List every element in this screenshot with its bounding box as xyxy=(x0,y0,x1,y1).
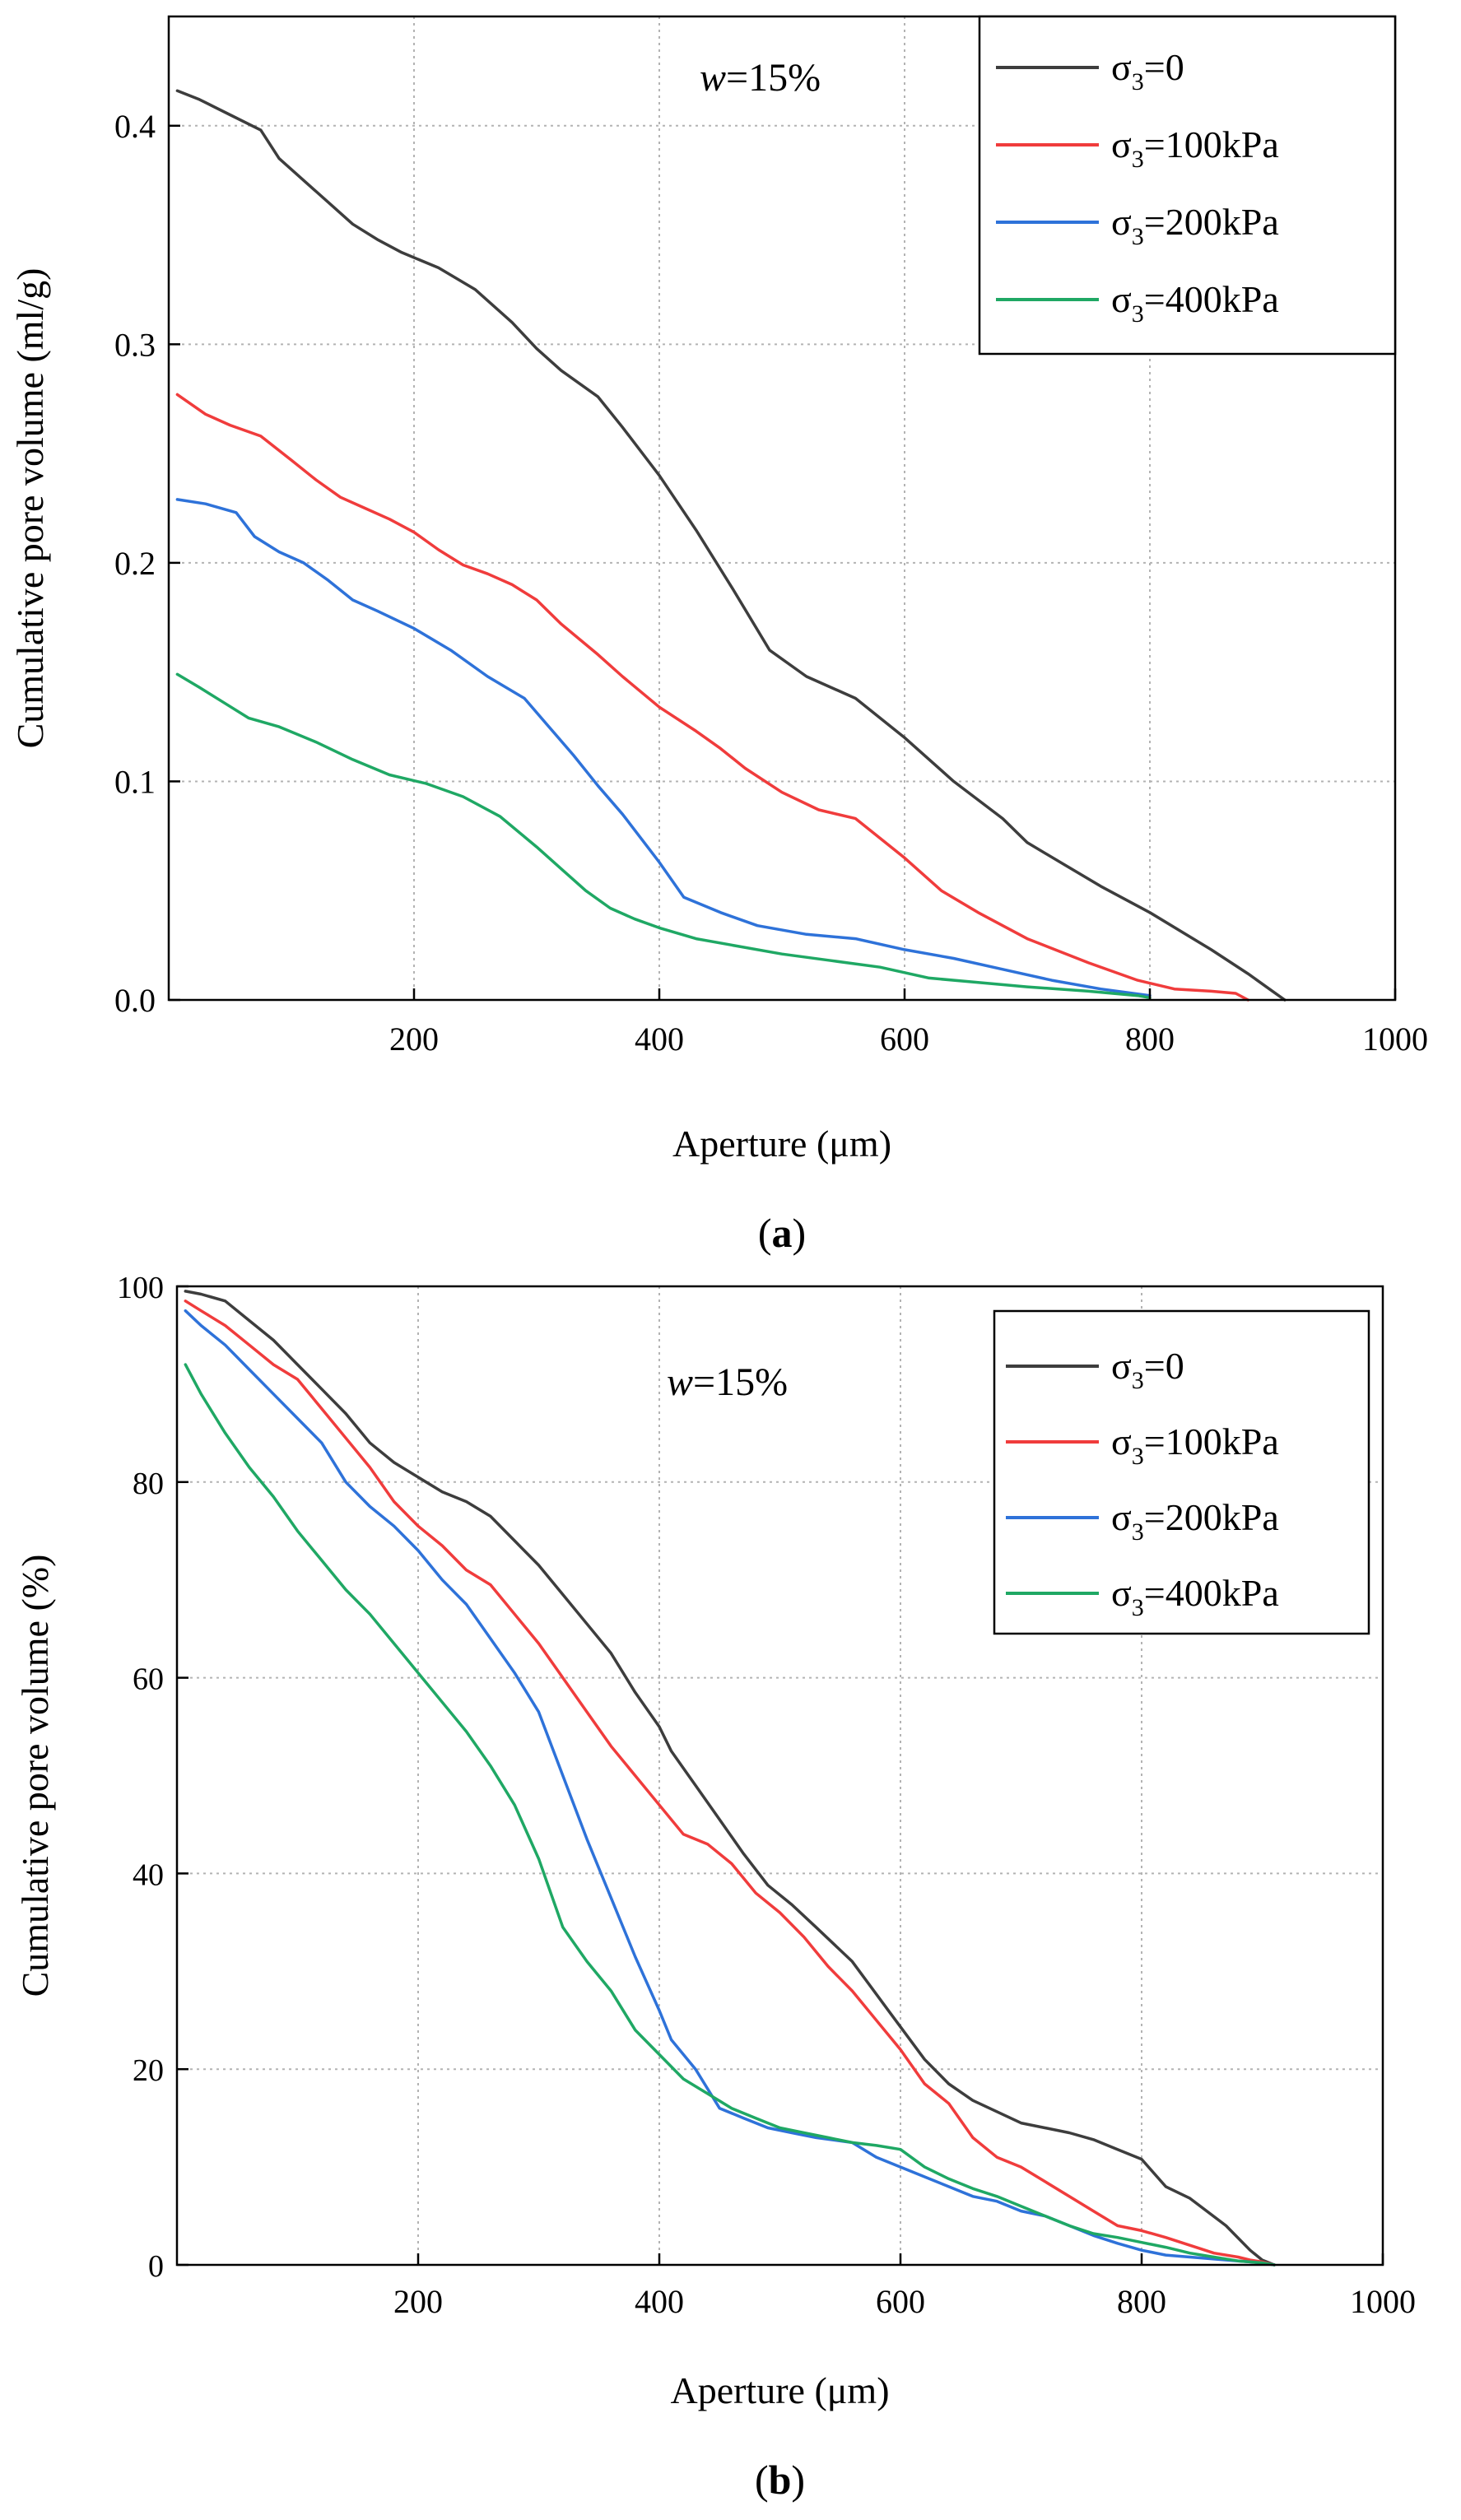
annotation-value: =15% xyxy=(693,1360,788,1404)
b-x-tick-label: 400 xyxy=(635,2283,684,2320)
panel-label-letter: b xyxy=(769,2457,792,2503)
b-y-tick-label: 0 xyxy=(148,2249,164,2284)
a-y-tick-label: 0.1 xyxy=(114,763,156,800)
b-moisture-annotation: w=15% xyxy=(667,1360,788,1404)
legend-subscript: 3 xyxy=(1132,1594,1144,1621)
a-plot-frame xyxy=(167,15,1397,1002)
legend-sigma: σ xyxy=(1111,1496,1132,1538)
legend-rest: =100kPa xyxy=(1144,123,1279,165)
b-x-tick-label: 200 xyxy=(393,2283,443,2320)
b-y-tick-label: 40 xyxy=(133,1857,164,1892)
legend-rest: =200kPa xyxy=(1144,201,1279,243)
legend-rest: =100kPa xyxy=(1144,1420,1279,1462)
panel-a-chart: 200 400 600 800 1000 0.0 0.1 0.2 0.3 0.4 Aperture … xyxy=(9,15,1428,1256)
b-x-tick-label: 1000 xyxy=(1350,2283,1416,2320)
a-series-line-s100 xyxy=(175,393,1249,1002)
a-legend-label-s200: σ3=200kPa xyxy=(1111,201,1279,250)
b-legend-label-s200: σ3=200kPa xyxy=(1111,1496,1279,1546)
a-y-tick-label: 0.0 xyxy=(114,982,156,1019)
a-legend-label-s400: σ3=400kPa xyxy=(1111,278,1279,328)
b-panel-label: (b) xyxy=(755,2457,805,2503)
legend-sigma: σ xyxy=(1111,123,1132,165)
panel-label-open: ( xyxy=(755,2457,769,2503)
legend-rest: =400kPa xyxy=(1144,278,1279,320)
legend-subscript: 3 xyxy=(1132,1367,1144,1394)
a-series-line-s200 xyxy=(175,498,1152,997)
legend-rest: =0 xyxy=(1144,1345,1184,1387)
a-series-line-s0 xyxy=(175,89,1287,1002)
a-y-tick-label: 0.2 xyxy=(114,545,156,582)
legend-subscript: 3 xyxy=(1132,1443,1144,1470)
b-x-axis-label: Aperture (μm) xyxy=(670,2369,889,2411)
b-x-tick-label: 800 xyxy=(1117,2283,1166,2320)
a-legend-box xyxy=(978,15,1397,356)
panel-label-close: ) xyxy=(793,1210,807,1256)
b-y-tick-label: 20 xyxy=(133,2053,164,2088)
annotation-value: =15% xyxy=(726,56,821,100)
a-x-tick-label: 800 xyxy=(1125,1021,1175,1058)
annotation-symbol: w xyxy=(667,1360,693,1404)
a-x-tick-label: 200 xyxy=(389,1021,439,1058)
a-legend-label-s0: σ3=0 xyxy=(1111,46,1184,95)
b-series-line-s200 xyxy=(184,1309,1276,2267)
panel-b-chart: 200 400 600 800 1000 0 20 40 60 80 100 Aperture (μm… xyxy=(14,1271,1416,2503)
legend-subscript: 3 xyxy=(1132,68,1144,95)
b-legend-label-s400: σ3=400kPa xyxy=(1111,1572,1279,1621)
b-x-tick-label: 600 xyxy=(876,2283,925,2320)
b-y-tick-label: 100 xyxy=(117,1271,164,1305)
legend-sigma: σ xyxy=(1111,1572,1132,1614)
a-y-axis-label: Cumulative pore volume (ml/g) xyxy=(9,268,51,749)
panel-label-close: ) xyxy=(791,2457,805,2503)
a-legend-label-s100: σ3=100kPa xyxy=(1111,123,1279,173)
a-y-tick-label: 0.3 xyxy=(114,326,156,363)
b-y-axis-label: Cumulative pore volume (%) xyxy=(14,1555,56,1997)
b-series-line-s400 xyxy=(184,1363,1276,2267)
legend-rest: =200kPa xyxy=(1144,1496,1279,1538)
b-series-line-s100 xyxy=(184,1300,1276,2267)
b-plot-frame xyxy=(175,1285,1384,2267)
legend-rest: =400kPa xyxy=(1144,1572,1279,1614)
b-series-line-s0 xyxy=(184,1290,1276,2267)
panel-label-letter: a xyxy=(772,1210,793,1256)
legend-sigma: σ xyxy=(1111,1420,1132,1462)
legend-sigma: σ xyxy=(1111,201,1132,243)
legend-subscript: 3 xyxy=(1132,1518,1144,1546)
legend-subscript: 3 xyxy=(1132,146,1144,173)
panel-label-open: ( xyxy=(758,1210,772,1256)
b-y-tick-label: 60 xyxy=(133,1662,164,1697)
b-legend-label-s100: σ3=100kPa xyxy=(1111,1420,1279,1470)
a-x-tick-label: 1000 xyxy=(1362,1021,1428,1058)
legend-sigma: σ xyxy=(1111,46,1132,88)
annotation-symbol: w xyxy=(700,56,726,100)
a-panel-label: (a) xyxy=(758,1210,806,1256)
a-y-tick-label: 0.4 xyxy=(114,108,156,145)
a-moisture-annotation: w=15% xyxy=(700,56,821,100)
legend-sigma: σ xyxy=(1111,1345,1132,1387)
b-y-tick-label: 80 xyxy=(133,1467,164,1501)
legend-subscript: 3 xyxy=(1132,300,1144,328)
legend-sigma: σ xyxy=(1111,278,1132,320)
a-x-tick-label: 400 xyxy=(635,1021,684,1058)
b-legend-label-s0: σ3=0 xyxy=(1111,1345,1184,1394)
legend-rest: =0 xyxy=(1144,46,1184,88)
a-series-line-s400 xyxy=(175,672,1152,1000)
legend-subscript: 3 xyxy=(1132,223,1144,250)
a-x-tick-label: 600 xyxy=(880,1021,929,1058)
a-x-axis-label: Aperture (μm) xyxy=(672,1123,891,1165)
